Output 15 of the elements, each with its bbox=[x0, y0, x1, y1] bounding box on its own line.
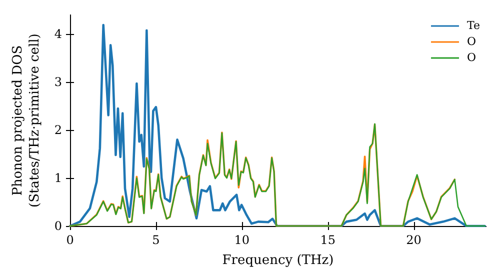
legend-label: O bbox=[467, 51, 476, 64]
x-tick-label: 0 bbox=[66, 233, 74, 247]
legend-label: O bbox=[467, 35, 476, 48]
legend-label: Te bbox=[467, 19, 480, 32]
x-tick-label: 20 bbox=[406, 233, 422, 247]
x-tick-label: 15 bbox=[320, 233, 336, 247]
x-tick-label: 10 bbox=[234, 233, 250, 247]
y-tick-label: 3 bbox=[54, 75, 62, 90]
y-tick-label: 0 bbox=[54, 219, 62, 233]
x-axis-title: Frequency (THz) bbox=[222, 253, 334, 268]
x-tick-label: 5 bbox=[152, 233, 160, 247]
y-tick-label: 1 bbox=[54, 171, 62, 186]
y-tick-label: 2 bbox=[54, 123, 62, 138]
y-axis-title: Phonon projected DOS (States/THz·primitive cell) bbox=[10, 33, 42, 208]
y-tick-label: 4 bbox=[54, 27, 62, 42]
